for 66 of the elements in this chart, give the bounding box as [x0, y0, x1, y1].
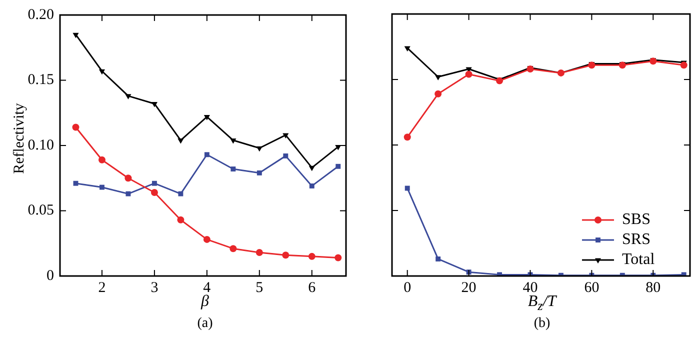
point [404, 46, 410, 52]
x-tick-label: 4 [203, 280, 212, 296]
x-tick-label: 5 [256, 280, 264, 296]
point [256, 146, 262, 152]
point [100, 184, 104, 190]
point [436, 256, 441, 262]
point [283, 153, 288, 158]
point [177, 216, 184, 224]
point [681, 272, 686, 276]
point [435, 75, 442, 80]
legend-label: Total [622, 251, 656, 268]
point [336, 164, 341, 169]
point [334, 254, 342, 262]
x-tick-label: 6 [308, 280, 316, 296]
x-tick-label: 3 [150, 280, 158, 296]
point [203, 236, 210, 243]
point [256, 170, 262, 176]
point [256, 249, 263, 256]
legend-label: SBS [622, 211, 650, 228]
point [335, 145, 342, 150]
point [204, 115, 210, 120]
point [72, 124, 80, 131]
point [309, 183, 314, 188]
point [308, 252, 316, 260]
point [152, 180, 157, 186]
point [497, 272, 502, 276]
x-tick-label: 80 [646, 280, 661, 296]
point [404, 186, 410, 191]
point [73, 180, 78, 186]
x-axis-title: β [201, 293, 209, 310]
text: (a) [196, 316, 214, 332]
y-tick-label: 0.20 [28, 6, 54, 23]
point [126, 191, 131, 196]
point [178, 138, 184, 144]
point [465, 70, 472, 78]
text: (b) [532, 316, 552, 332]
point [124, 174, 132, 182]
point [230, 138, 236, 144]
point [150, 188, 158, 196]
y-tick-label: 0 [46, 268, 54, 284]
point [98, 156, 106, 164]
x-tick-label: 60 [584, 280, 600, 296]
y-tick-label: 0.05 [28, 202, 54, 219]
x-axis-title: B$_{z}$/T [528, 293, 556, 314]
point [434, 90, 442, 98]
y-axis-title: Reflectivity [12, 102, 28, 176]
point [151, 102, 158, 108]
x-tick-label: 40 [522, 280, 538, 296]
point [282, 133, 289, 139]
x-tick-label: 0 [404, 280, 412, 296]
point [72, 32, 79, 38]
point [230, 245, 237, 252]
point [680, 62, 688, 69]
x-tick-label: 2 [98, 280, 106, 296]
y-tick-label: 0.10 [28, 137, 54, 154]
point [282, 252, 290, 259]
x-tick-label: 20 [461, 280, 476, 296]
point [404, 134, 411, 141]
y-tick-label: 0.15 [28, 72, 54, 88]
point [125, 94, 132, 100]
legend-label: SRS [622, 231, 650, 248]
point [98, 69, 106, 75]
point [308, 166, 315, 172]
point [204, 152, 210, 158]
point [230, 166, 236, 172]
point [178, 191, 184, 196]
